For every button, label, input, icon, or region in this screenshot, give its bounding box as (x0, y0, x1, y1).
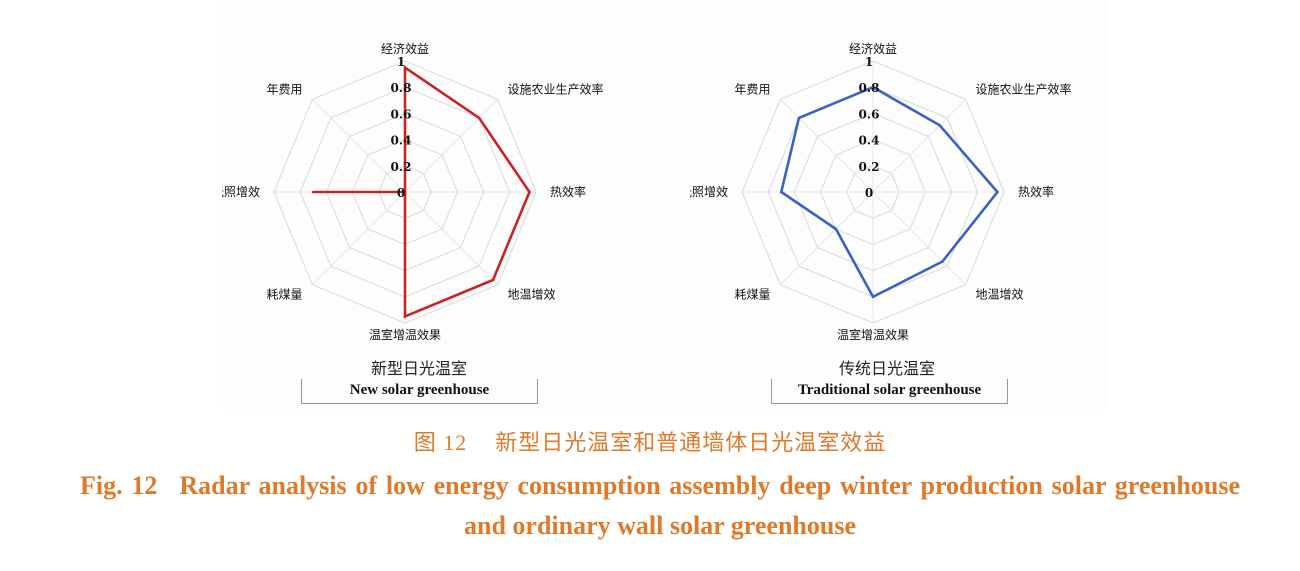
axis-label-6: 光照增效 (690, 184, 728, 199)
axis-label-3: 地温增效 (508, 287, 556, 302)
axis-label-1: 设施农业生产效率 (976, 81, 1072, 96)
data-point-7 (797, 116, 801, 120)
radial-tick-label: 1 (865, 55, 873, 69)
data-point-0 (871, 85, 875, 89)
axis-label-5: 耗煤量 (266, 288, 302, 302)
caption-cn-new: 新型日光温室 (370, 359, 467, 378)
axis-label-5: 耗煤量 (734, 288, 770, 302)
data-point-2 (528, 190, 531, 194)
figure-title-cn-text: 新型日光温室和普通墙体日光温室效益 (495, 431, 887, 456)
data-point-6 (780, 190, 783, 194)
figure-title-en: Fig. 12 Radar analysis of low energy cons… (80, 466, 1240, 546)
radial-tick-label: 0 (397, 186, 405, 200)
radial-tick-label: 0.2 (391, 160, 412, 174)
axis-label-6: 光照增效 (222, 184, 260, 199)
figure-title-en-text: Radar analysis of low energy consumption… (179, 471, 1240, 540)
grid-spoke (404, 191, 498, 285)
figure-label-cn: 图 12 (413, 430, 468, 455)
caption-cn-traditional: 传统日光温室 (838, 359, 935, 378)
grid-spoke (780, 191, 874, 285)
radial-tick-label: 0.4 (391, 134, 412, 148)
grid-spoke (872, 191, 966, 285)
grid-spoke (312, 191, 406, 285)
radial-tick-label: 0.6 (859, 107, 880, 121)
data-point-7 (403, 190, 407, 194)
data-point-1 (477, 116, 481, 120)
data-point-2 (996, 190, 999, 194)
radial-tick-label: 0.8 (391, 81, 412, 95)
figure-panel (222, 0, 1107, 410)
data-point-0 (403, 66, 407, 69)
data-point-4 (403, 315, 407, 318)
axis-label-0: 经济效益 (849, 41, 897, 56)
figure-label-en: Fig. 12 (80, 471, 158, 500)
grid-spoke (780, 99, 874, 193)
grid-spoke (872, 99, 966, 193)
axis-label-7: 年费用 (734, 82, 770, 96)
data-point-1 (938, 124, 941, 127)
data-point-6 (312, 190, 315, 194)
figure-title-cn: 图 12 新型日光温室和普通墙体日光温室效益 (0, 425, 1300, 457)
axis-label-4: 温室增温效果 (369, 327, 441, 342)
data-point-3 (941, 260, 944, 263)
axis-label-7: 年费用 (266, 82, 302, 96)
axis-label-0: 经济效益 (381, 41, 429, 56)
radial-tick-label: 0 (865, 186, 873, 200)
axis-label-1: 设施农业生产效率 (508, 81, 604, 96)
data-point-4 (871, 295, 875, 299)
caption-en-traditional: Traditional solar greenhouse (771, 379, 1008, 404)
radial-tick-label: 0.2 (859, 160, 880, 174)
radial-tick-label: 1 (397, 55, 405, 69)
caption-en-new: New solar greenhouse (301, 379, 538, 404)
data-point-3 (491, 278, 495, 282)
axis-label-3: 地温增效 (976, 287, 1024, 302)
grid-spoke (404, 99, 498, 193)
axis-label-2: 热效率 (1018, 184, 1054, 199)
radial-tick-label: 0.4 (859, 134, 880, 148)
data-point-5 (834, 227, 838, 231)
grid-spoke (312, 99, 406, 193)
radial-tick-label: 0.6 (391, 107, 412, 121)
axis-label-2: 热效率 (550, 184, 586, 199)
radial-tick-label: 0.8 (859, 81, 880, 95)
axis-label-4: 温室增温效果 (837, 327, 909, 342)
